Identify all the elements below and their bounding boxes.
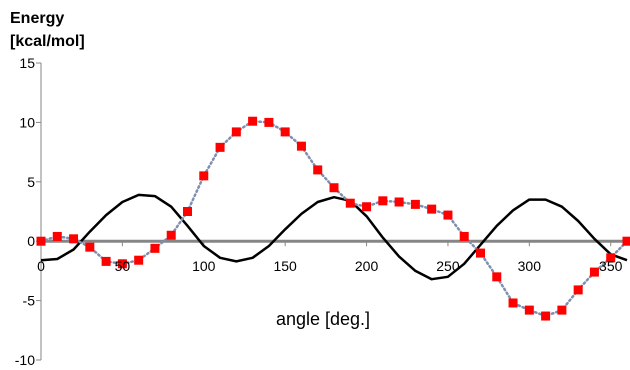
series-1-marker bbox=[573, 285, 583, 295]
series-1-marker bbox=[231, 127, 241, 137]
y-tick-label: -10 bbox=[15, 352, 35, 368]
x-tick-label: 200 bbox=[355, 258, 379, 274]
y-tick-label: 10 bbox=[19, 114, 35, 130]
series-1-marker bbox=[443, 210, 453, 220]
x-axis-label: angle [deg.] bbox=[276, 309, 370, 329]
series-1-marker bbox=[101, 256, 111, 266]
x-tick-label: 250 bbox=[436, 258, 460, 274]
series-1-marker bbox=[378, 196, 388, 206]
x-tick-label: 300 bbox=[518, 258, 542, 274]
series-1-marker bbox=[476, 248, 485, 258]
series-1-marker bbox=[52, 231, 62, 241]
series-1-marker bbox=[394, 197, 404, 207]
series-1-marker bbox=[622, 236, 630, 246]
series-1-marker bbox=[264, 117, 274, 127]
series-1-marker bbox=[215, 142, 225, 152]
series-1-marker bbox=[410, 199, 420, 209]
series-1-marker bbox=[183, 207, 192, 216]
y-tick-label: -5 bbox=[23, 293, 36, 309]
y-tick-label: 5 bbox=[27, 174, 35, 190]
series-1-marker bbox=[69, 234, 79, 244]
series-1-marker bbox=[329, 183, 339, 193]
series-1-marker bbox=[492, 272, 502, 282]
series-1-marker bbox=[313, 165, 323, 175]
series-1-dotted-line bbox=[39, 119, 629, 318]
x-tick-label: 150 bbox=[273, 258, 297, 274]
series-1-marker bbox=[150, 243, 160, 253]
series-group bbox=[36, 116, 630, 321]
x-tick-label: 50 bbox=[115, 258, 131, 274]
axes bbox=[36, 62, 627, 361]
series-1-marker bbox=[459, 231, 469, 241]
series-1-marker bbox=[199, 171, 209, 181]
series-1-marker bbox=[296, 141, 306, 151]
series-1-marker bbox=[427, 204, 437, 214]
x-tick-label: 0 bbox=[37, 258, 45, 274]
series-1-marker bbox=[166, 230, 176, 240]
series-1-marker bbox=[280, 127, 290, 137]
y-axis-label-line2: [kcal/mol] bbox=[10, 33, 85, 50]
y-tick-label: 0 bbox=[27, 233, 35, 249]
series-1-marker bbox=[117, 259, 127, 269]
series-1-marker bbox=[134, 255, 144, 265]
series-1-marker bbox=[508, 298, 518, 308]
series-0-line bbox=[40, 193, 628, 281]
x-tick-label: 350 bbox=[599, 258, 623, 274]
series-1-marker bbox=[36, 236, 46, 246]
series-1-marker bbox=[606, 253, 616, 263]
x-tick-label: 100 bbox=[192, 258, 216, 274]
series-1-marker bbox=[524, 305, 534, 315]
series-1-marker bbox=[589, 267, 599, 277]
series-1-marker bbox=[541, 311, 551, 321]
series-1-marker bbox=[85, 242, 95, 252]
series-1-marker bbox=[248, 116, 258, 126]
y-axis-label-line1: Energy bbox=[10, 10, 65, 27]
series-1-marker bbox=[345, 198, 355, 208]
series-1-marker bbox=[362, 202, 372, 212]
series-1-marker bbox=[557, 305, 567, 315]
y-tick-label: 15 bbox=[19, 55, 35, 71]
